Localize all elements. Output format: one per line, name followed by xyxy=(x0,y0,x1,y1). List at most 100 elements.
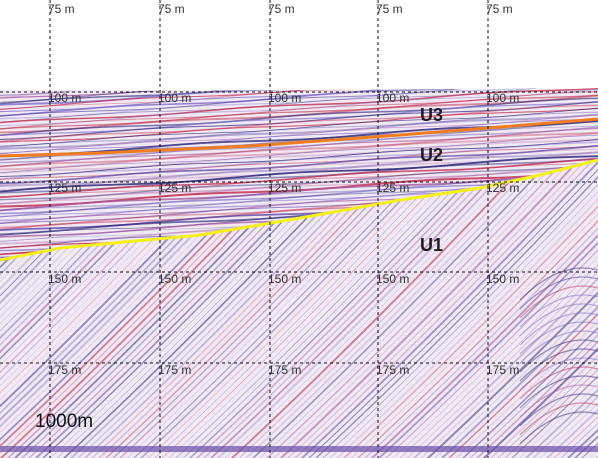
depth-label: 150 m xyxy=(268,272,301,286)
reflector xyxy=(0,88,598,111)
reflector xyxy=(215,160,517,458)
depth-labels: 75 m 75 m 75 m 75 m 75 m 100 m 100 m 100 m 100 m… xyxy=(48,2,519,377)
bottom-reflector xyxy=(0,446,598,452)
reflector xyxy=(236,160,538,458)
reflector xyxy=(0,107,598,143)
reflector xyxy=(376,160,598,458)
reflector xyxy=(0,111,598,149)
reflector xyxy=(530,160,598,458)
reflector xyxy=(502,160,598,458)
reflector xyxy=(0,90,598,130)
reflector xyxy=(0,88,598,93)
reflector xyxy=(208,160,510,458)
depth-label: 150 m xyxy=(486,272,519,286)
depth-label: 175 m xyxy=(376,363,409,377)
reflector xyxy=(0,148,598,187)
depth-label: 125 m xyxy=(486,181,519,195)
unit-label: U2 xyxy=(420,145,443,165)
reflector xyxy=(0,144,598,185)
reflector xyxy=(0,134,598,174)
depth-label: 175 m xyxy=(486,363,519,377)
orange-horizon xyxy=(0,117,598,158)
reflector xyxy=(194,160,496,458)
depth-label: 75 m xyxy=(268,2,295,16)
depth-label: 125 m xyxy=(268,181,301,195)
depth-label: 75 m xyxy=(486,2,513,16)
reflector xyxy=(285,160,587,458)
reflector xyxy=(519,285,598,319)
reflector xyxy=(544,160,598,458)
reflector xyxy=(519,330,598,364)
reflector xyxy=(243,160,545,458)
reflector xyxy=(425,160,598,458)
reflector xyxy=(306,160,598,458)
reflector xyxy=(0,97,598,136)
reflector xyxy=(341,160,598,458)
reflector xyxy=(0,145,598,180)
reflector xyxy=(0,127,598,168)
reflector xyxy=(519,393,598,427)
reflector xyxy=(355,160,598,458)
reflector xyxy=(271,160,573,458)
depth-label: 125 m xyxy=(158,181,191,195)
reflector xyxy=(453,160,598,458)
depth-label: 150 m xyxy=(48,272,81,286)
reflector xyxy=(418,160,598,458)
reflector xyxy=(229,160,531,458)
reflector xyxy=(166,160,468,458)
depth-label: 175 m xyxy=(268,363,301,377)
reflector xyxy=(0,169,598,205)
reflector xyxy=(0,163,598,201)
reflector xyxy=(201,160,503,458)
reflector xyxy=(187,160,489,458)
depth-label: 175 m xyxy=(48,363,81,377)
reflector xyxy=(0,88,598,110)
reflector xyxy=(519,366,598,400)
reflector xyxy=(0,88,598,103)
reflector xyxy=(411,160,598,458)
reflector xyxy=(0,164,598,205)
reflector xyxy=(222,160,524,458)
reflector xyxy=(292,160,594,458)
reflector xyxy=(523,160,598,458)
reflector xyxy=(369,160,598,458)
reflector xyxy=(278,160,580,458)
reflector xyxy=(558,160,598,458)
reflector xyxy=(0,88,598,93)
reflector xyxy=(537,160,598,458)
depth-label: 150 m xyxy=(376,272,409,286)
reflector xyxy=(0,131,598,168)
reflector xyxy=(0,138,598,174)
reflector xyxy=(0,101,598,140)
reflector xyxy=(0,88,598,99)
reflector xyxy=(467,160,598,458)
yellow-horizon xyxy=(0,158,598,262)
unit-label: U3 xyxy=(420,105,443,125)
depth-label: 75 m xyxy=(48,2,75,16)
reflector xyxy=(320,160,598,458)
reflector xyxy=(250,160,552,458)
reflector xyxy=(0,104,598,143)
reflector xyxy=(509,160,598,458)
depth-label: 75 m xyxy=(158,2,185,16)
reflector xyxy=(257,160,559,458)
reflector xyxy=(446,160,598,458)
reflector xyxy=(0,155,598,193)
reflector xyxy=(519,321,598,355)
reflector xyxy=(551,160,598,458)
reflector xyxy=(474,160,598,458)
depth-label: 125 m xyxy=(376,181,409,195)
depth-label: 125 m xyxy=(48,181,81,195)
reflector xyxy=(362,160,598,458)
reflector xyxy=(348,160,598,458)
reflector xyxy=(519,276,598,310)
reflector xyxy=(0,118,598,155)
depth-label: 100 m xyxy=(376,91,409,105)
reflector xyxy=(299,160,598,458)
reflector xyxy=(0,171,598,212)
depth-label: 75 m xyxy=(376,2,403,16)
reflector xyxy=(404,160,598,458)
reflector xyxy=(334,160,598,458)
depth-label: 175 m xyxy=(158,363,191,377)
